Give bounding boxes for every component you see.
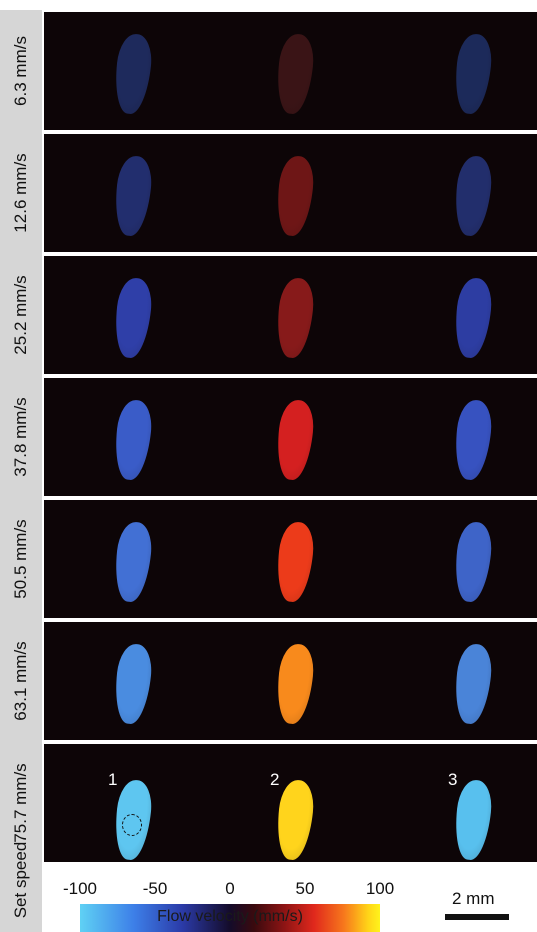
vessel-number-label: 1 (108, 770, 118, 789)
colorbar-tick: -50 (142, 879, 168, 898)
velocity-row (44, 500, 537, 618)
vessel-velocity-map (451, 520, 495, 604)
vessel-velocity-map (111, 642, 155, 726)
vessel-velocity-map (273, 398, 317, 482)
roi-dashed-ellipse (122, 814, 142, 836)
vessel-velocity-map (111, 398, 155, 482)
velocity-row (44, 622, 537, 740)
velocity-row (44, 12, 537, 130)
row-speed-label: 6.3 mm/s (11, 36, 30, 106)
vessel-velocity-map (111, 276, 155, 360)
vessel-velocity-map (273, 520, 317, 604)
vessel-velocity-map (273, 32, 317, 116)
vessel-velocity-map (111, 520, 155, 604)
vessel-velocity-map (451, 642, 495, 726)
vessel-velocity-map (111, 154, 155, 238)
vessel-velocity-map (451, 32, 495, 116)
colorbar-label: Flow velocity (mm/s) (157, 908, 303, 925)
colorbar-tick: 0 (225, 879, 235, 898)
vessel-velocity-map (451, 276, 495, 360)
colorbar: Flow velocity (mm/s) (80, 904, 380, 932)
vessel-number-label: 3 (448, 770, 458, 789)
colorbar-tick: -100 (62, 879, 98, 898)
scale-bar (445, 914, 509, 920)
velocity-row (44, 134, 537, 252)
row-speed-label: 63.1 mm/s (11, 641, 30, 721)
row-speed-label: 37.8 mm/s (11, 397, 30, 477)
vessel-velocity-map (451, 778, 495, 862)
velocity-row (44, 256, 537, 374)
row-speed-label: 25.2 mm/s (11, 275, 30, 355)
vessel-velocity-map (273, 642, 317, 726)
row-speed-label: 50.5 mm/s (11, 519, 30, 599)
vessel-velocity-map (273, 154, 317, 238)
vessel-velocity-map (451, 154, 495, 238)
row-speed-label: 75.7 mm/s (11, 763, 30, 843)
velocity-row (44, 378, 537, 496)
vessel-velocity-map (111, 32, 155, 116)
colorbar-tick: 100 (365, 879, 395, 898)
colorbar-tick: 50 (295, 879, 315, 898)
vessel-number-label: 2 (270, 770, 280, 789)
row-label-sidebar (0, 10, 42, 932)
vessel-velocity-map (273, 778, 317, 862)
vessel-velocity-map (273, 276, 317, 360)
scale-bar-label: 2 mm (452, 889, 495, 908)
vessel-velocity-map (451, 398, 495, 482)
velocity-row: 1 2 3 (44, 744, 537, 862)
row-speed-label: 12.6 mm/s (11, 153, 30, 233)
